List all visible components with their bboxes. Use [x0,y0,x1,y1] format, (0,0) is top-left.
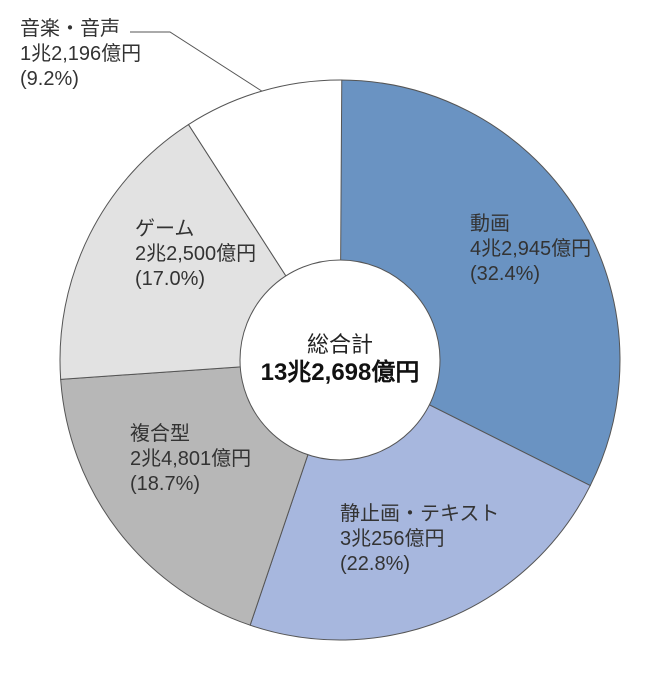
slice-amount: 2兆4,801億円 [130,447,251,470]
slice-percent: (9.2%) [20,68,79,90]
slice-name: 動画 [470,212,510,235]
slice-amount: 4兆2,945億円 [470,237,591,260]
pie-chart: 総合計13兆2,698億円 動画4兆2,945億円 (32.4%) 静止画・テキスト3… [0,0,660,680]
slice-percent: (22.8%) [340,553,410,575]
slice-amount: 3兆256億円 [340,527,445,550]
slice-amount: 1兆2,196億円 [20,42,141,65]
slice-percent: (32.4%) [470,263,540,285]
center-title: 総合計 [307,332,373,357]
slice-percent: (18.7%) [130,473,200,495]
slice-percent: (17.0%) [135,268,205,290]
slice-name: ゲーム [135,217,194,240]
slice-name: 音楽・音声 [20,17,120,40]
center-total: 13兆2,698億円 [261,358,420,386]
slice-name: 複合型 [130,422,190,445]
slice-name: 静止画・テキスト [340,502,499,525]
slice-amount: 2兆2,500億円 [135,242,256,265]
